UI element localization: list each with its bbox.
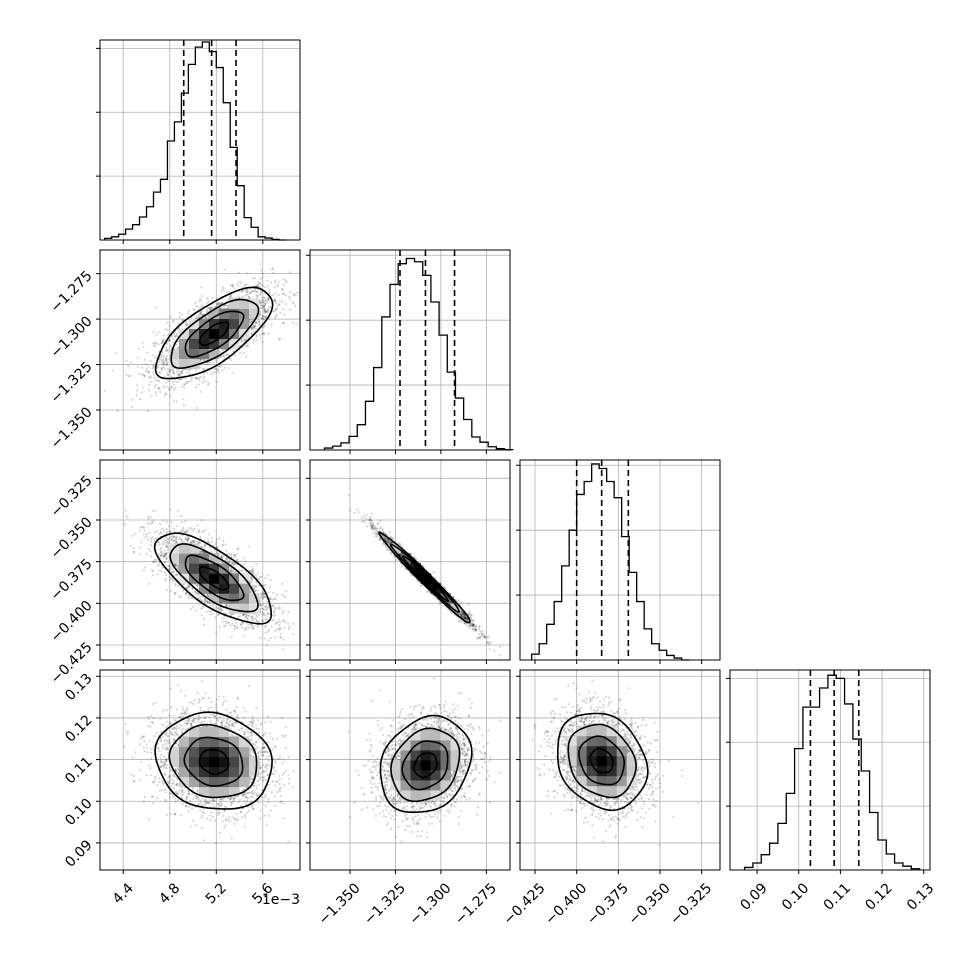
scatter-panel-p0-p3 [99,669,301,871]
scatter-panel-p0-p1 [99,249,301,451]
y-tick-label: 0.10 [62,796,95,829]
contour-level [168,723,258,799]
panel-frame [99,459,301,661]
panel-frame [729,669,931,871]
histogram-p0 [104,41,287,241]
contour-level [198,321,230,346]
y-tick-label: −0.325 [48,473,96,521]
scatter-content [123,680,300,845]
scatter-panel-p1-p2 [309,459,511,661]
contour-level [169,543,259,613]
y-tick-label: −0.375 [48,556,96,604]
x-tick-label: −1.275 [452,880,500,928]
contour-level [413,566,438,591]
x-tick-label: −1.325 [361,880,409,928]
contour-outer [379,714,473,813]
hist-panel-p3 [726,669,931,871]
x-tick-label: 4.8 [156,880,183,907]
scatter-content [347,677,502,843]
panel-frame [99,249,301,451]
density-cells [169,726,260,798]
contour-level [567,723,637,799]
y-tick-label: −0.400 [48,598,96,646]
x-tick-label: −0.325 [667,880,715,928]
hist-panel-p2 [516,459,721,661]
x-tick-label: 0.12 [862,880,895,913]
contour-level [184,310,245,358]
x-tick-label: 0.11 [821,880,854,913]
x-tick-label: −0.425 [501,880,549,928]
scatter-content [103,263,300,413]
hist-panel-p0 [96,39,301,241]
contour-level [401,740,449,791]
y-tick-label: 0.09 [62,837,95,870]
contour-level [578,735,626,786]
y-tick-label: −1.350 [48,404,96,452]
x-tick-label: −0.375 [584,880,632,928]
y-tick-label: −1.275 [48,268,96,316]
hist-panel-p1 [306,249,514,451]
contour-level [170,298,260,370]
scatter-panel-p1-p3 [309,669,511,871]
panel-frame [519,669,721,871]
scatter-content [123,508,300,651]
contour-level [198,566,230,591]
x-tick-label: −1.300 [407,880,455,928]
panel-frame [99,39,301,241]
contour-level [390,727,461,803]
contour-level [183,736,244,787]
panel-frame [309,459,511,661]
panel-frame [309,249,511,451]
scatter-panel-p2-p3 [519,669,721,871]
contour-outer [557,712,649,812]
contour-level [401,555,450,603]
scatter-panel-p0-p2 [99,459,301,661]
y-tick-label: 0.11 [62,754,95,787]
x-tick-label: 0.10 [779,880,812,913]
contour-outer [154,711,273,810]
panel-frame [519,459,721,661]
x-tick-label: −0.350 [626,880,674,928]
contour-outer [154,286,274,380]
x-tick-label: −0.400 [542,880,590,928]
histogram-p1 [323,257,514,451]
x-offset-text: 1e−3 [262,892,300,908]
x-tick-label: 0.13 [904,880,937,913]
contour-level [184,554,245,602]
contour-level [413,752,438,779]
contour-outer [378,531,471,624]
y-tick-label: −1.325 [48,359,96,407]
contour-level [198,749,230,775]
x-tick-label: 5.2 [203,880,230,907]
contour-level [389,543,460,614]
scatter-content [531,679,700,846]
histogram-p3 [743,674,921,870]
density-cells [390,730,461,801]
panel-frame [309,669,511,871]
x-tick-label: −1.350 [316,880,364,928]
scatter-content [347,494,502,657]
contour-outer [153,532,273,625]
y-tick-label: 0.12 [62,712,95,745]
x-tick-label: 0.09 [737,880,770,913]
density-cells [566,725,638,797]
y-tick-label: −1.300 [48,313,96,361]
panel-frame [99,669,301,871]
y-tick-label: −0.350 [48,514,96,562]
contour-level [589,747,614,774]
x-tick-label: 4.4 [110,880,137,907]
histogram-p2 [531,463,690,661]
